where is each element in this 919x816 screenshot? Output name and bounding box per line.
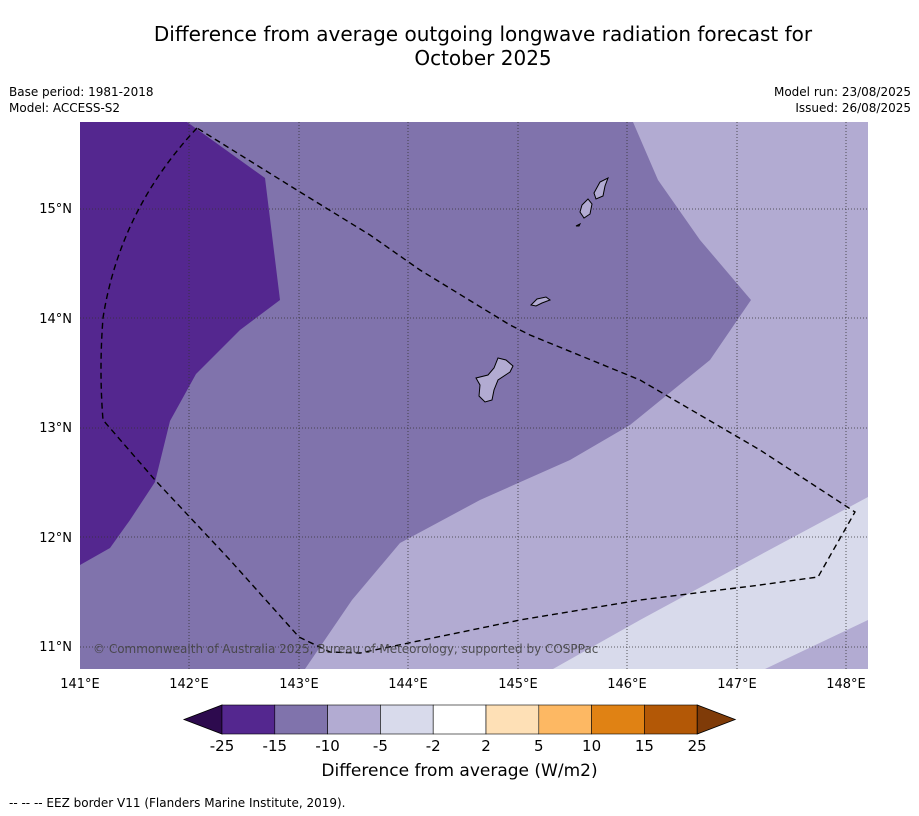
title-line-1: Difference from average outgoing longwav… — [153, 22, 813, 46]
colorbar-extend-left — [182, 704, 223, 735]
chart-title: Difference from average outgoing longwav… — [100, 22, 866, 70]
lat-label-13N: 13°N — [39, 421, 72, 436]
tinian-island — [579, 198, 593, 219]
meta-right: Model run: 23/08/2025 Issued: 26/08/2025 — [774, 84, 911, 116]
lon-label-142E: 142°E — [169, 677, 209, 692]
region-light-purple — [305, 122, 868, 669]
colorbar-extend-right — [696, 704, 737, 735]
colorbar-segment — [327, 704, 381, 735]
colorbar-tick-label: -2 — [426, 737, 441, 755]
rota-island — [529, 296, 552, 307]
lon-label-148E: 148°E — [826, 677, 866, 692]
colorbar-tick-label: 25 — [688, 737, 707, 755]
colorbar-segment — [644, 704, 698, 735]
copyright-text: © Commonwealth of Australia 2025, Bureau… — [93, 642, 598, 656]
region-pale-lavender — [553, 497, 868, 669]
colorbar-tick-label: -15 — [263, 737, 288, 755]
lat-label-12N: 12°N — [39, 531, 72, 546]
colorbar-ticks: -25 -15 -10 -5 -2 2 5 10 15 25 — [210, 737, 707, 755]
eez-footnote: -- -- -- EEZ border V11 (Flanders Marine… — [9, 796, 346, 810]
colorbar-segment — [538, 704, 592, 735]
colorbar-tick-label: -25 — [210, 737, 235, 755]
lon-label-144E: 144°E — [388, 677, 428, 692]
colorbar-tick-label: 2 — [481, 737, 491, 755]
guam-island — [475, 357, 514, 403]
colorbar-segment — [591, 704, 645, 735]
lat-labels: 15°N 14°N 13°N 12°N 11°N — [39, 202, 72, 655]
meta-left: Base period: 1981-2018 Model: ACCESS-S2 — [9, 84, 154, 116]
model-run: Model run: 23/08/2025 — [773, 85, 911, 99]
issued-date: Issued: 26/08/2025 — [795, 101, 911, 115]
islands — [475, 176, 609, 403]
colorbar-segment — [274, 704, 328, 735]
saipan-island — [593, 176, 609, 200]
gridlines — [80, 122, 868, 669]
map-area: © Commonwealth of Australia 2025, Bureau… — [80, 122, 868, 669]
lon-label-146E: 146°E — [607, 677, 647, 692]
colorbar-tick-label: -10 — [315, 737, 340, 755]
colorbar-title: Difference from average (W/m2) — [321, 761, 598, 781]
colorbar-tick-label: -5 — [373, 737, 388, 755]
title-line-2: October 2025 — [414, 46, 552, 70]
lat-label-14N: 14°N — [39, 312, 72, 327]
colorbar-segment — [221, 704, 276, 735]
colorbar-segment — [380, 704, 434, 735]
base-period: Base period: 1981-2018 — [9, 85, 154, 99]
colorbar-tick-label: 5 — [534, 737, 544, 755]
lon-label-147E: 147°E — [717, 677, 757, 692]
colorbar-tick-label: 15 — [635, 737, 654, 755]
colorbar — [182, 704, 737, 735]
eez-border — [100, 127, 856, 654]
lon-label-143E: 143°E — [279, 677, 319, 692]
colorbar-segment — [432, 704, 487, 735]
colorbar-segment — [485, 704, 540, 735]
colorbar-tick-label: 10 — [582, 737, 601, 755]
aguijan-island — [575, 222, 582, 227]
model-name: Model: ACCESS-S2 — [9, 101, 121, 115]
lat-label-15N: 15°N — [39, 202, 72, 217]
region-dark-purple — [80, 122, 280, 565]
lat-label-11N: 11°N — [39, 640, 72, 655]
lon-label-141E: 141°E — [60, 677, 100, 692]
lon-label-145E: 145°E — [498, 677, 538, 692]
lon-labels: 141°E 142°E 143°E 144°E 145°E 146°E 147°… — [60, 677, 866, 692]
